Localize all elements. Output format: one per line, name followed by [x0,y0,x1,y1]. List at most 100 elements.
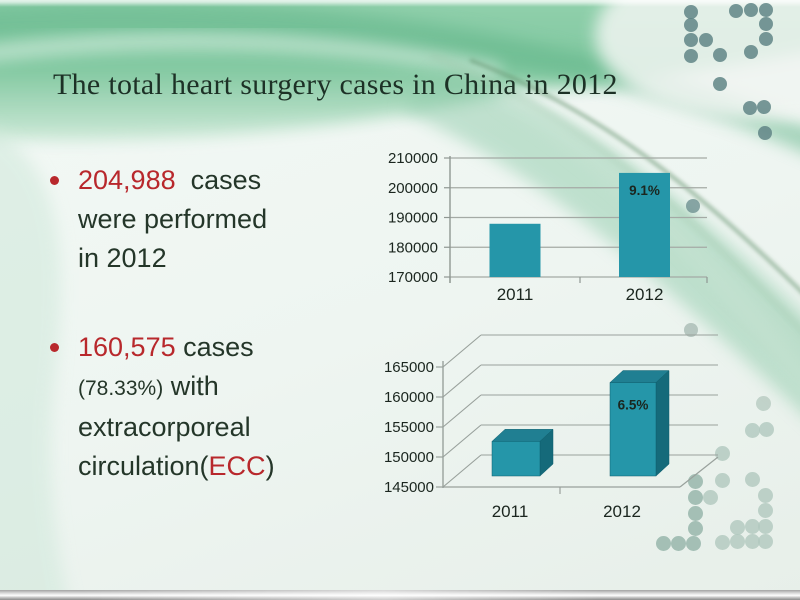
decor-dot [757,100,771,114]
y-axis-tick-label: 145000 [384,479,434,496]
bullet-text: 160,575 cases (78.33%) with extracorporeal… [78,328,275,486]
depth-gridline [442,454,482,488]
decor-dot [729,533,745,549]
decor-dot [714,472,730,488]
decor-dot [702,489,718,505]
y-axis-tick-label: 210000 [388,150,438,167]
bullet-text-segment: ECC [208,451,266,481]
bullet-line: 160,575 cases [78,328,275,367]
bullet-text-segment: ) [265,451,275,481]
decor-dot [684,33,698,47]
bar-2012 [619,172,670,277]
bullet-text-segment: extracorporeal [78,412,251,442]
bar-2011 [491,441,541,477]
decor-dot [759,17,773,31]
decor-dot [759,3,773,17]
bullet-list: 204,988 cases were performed in 2012 160,57… [50,161,350,536]
decor-dot [670,535,686,551]
decor-dot [757,518,773,534]
decor-dot [684,49,698,63]
y-axis-tick-label: 200000 [388,180,438,197]
decor-dot [684,18,698,32]
y-axis-tick-label: 190000 [388,210,438,227]
bullet-text-segment: in 2012 [78,243,167,273]
decor-dot [687,505,703,521]
decor-dot [687,520,703,536]
bullet-line: were performed [78,200,267,239]
x-axis-label: 2012 [603,502,641,521]
decor-dot [687,489,703,505]
decor-dot [744,45,758,59]
bullet-text-segment: were performed [78,204,268,234]
decor-dot [758,126,772,140]
decor-dot [684,5,698,19]
bullet-item: 204,988 cases were performed in 2012 [50,161,350,278]
decor-dot [755,395,771,411]
decor-dot [743,101,757,115]
bullet-item: 160,575 cases (78.33%) with extracorporeal… [50,328,350,486]
bullet-line: circulation(ECC) [78,447,275,486]
bar-growth-label: 6.5% [618,398,649,413]
bullet-marker-icon [50,176,59,185]
decor-dot [684,323,698,337]
decor-dot [744,422,760,438]
decor-dot [714,534,730,550]
bullet-text-segment: with [163,371,219,401]
ecc-cases-3d-bar-chart: 165000 160000 155000 150000 145000 6.5% 2011 20… [345,325,740,530]
decor-dot [714,445,730,461]
bullet-marker-icon [50,343,59,352]
y-axis-tick-label: 170000 [388,269,438,286]
decor-dot [729,4,743,18]
y-axis-tick-label: 180000 [388,239,438,256]
bullet-text-segment: 160,575 [78,332,176,362]
depth-gridline [442,394,482,428]
decor-dot [713,77,727,91]
decor-dot [713,48,727,62]
bullet-line: 204,988 cases [78,161,267,200]
decor-dot [744,3,758,17]
decor-dot [744,518,760,534]
bar-growth-label: 9.1% [629,183,660,198]
decor-dot [759,32,773,46]
decor-dot [729,519,745,535]
bar-2012 [609,382,657,477]
bullet-text-segment: 204,988 [78,165,191,195]
depth-gridline [442,364,482,398]
y-axis-tick-label: 160000 [384,389,434,406]
bullet-text-segment: cases [190,165,262,195]
bottom-silver-bar [0,590,800,600]
decor-dot [757,533,773,549]
floor-right-edge [679,456,719,488]
depth-gridline [442,424,482,458]
x-axis-label: 2012 [626,285,664,304]
decor-dot [699,33,713,47]
decor-dot [686,199,700,213]
bullet-line: extracorporeal [78,408,275,447]
bullet-line: in 2012 [78,239,267,278]
decor-dot [685,535,701,551]
bullet-line: (78.33%) with [78,367,275,408]
bullet-text-segment: circulation( [78,451,209,481]
decor-dot [757,502,773,518]
depth-gridline [442,334,482,368]
decor-dot [655,535,671,551]
bar-side-face [655,369,670,477]
y-axis-tick-label: 150000 [384,449,434,466]
bullet-text-segment: (78.33%) [78,377,164,400]
decor-dot [758,421,774,437]
x-axis-label: 2011 [497,285,534,304]
y-axis-tick-label: 165000 [384,359,434,376]
decor-dot [757,487,773,503]
slide-title: The total heart surgery cases in China i… [53,68,618,101]
x-axis-label: 2011 [492,502,529,521]
bullet-text: 204,988 cases were performed in 2012 [78,161,267,278]
y-axis-tick-label: 155000 [384,419,434,436]
decor-dot [744,533,760,549]
decor-dot [687,473,703,489]
decor-dot [744,471,760,487]
bar-2011 [489,223,541,277]
bullet-text-segment: cases [175,332,254,362]
total-cases-bar-chart: 210000 200000 190000 180000 170000 2011 9.1% 20… [350,145,730,315]
